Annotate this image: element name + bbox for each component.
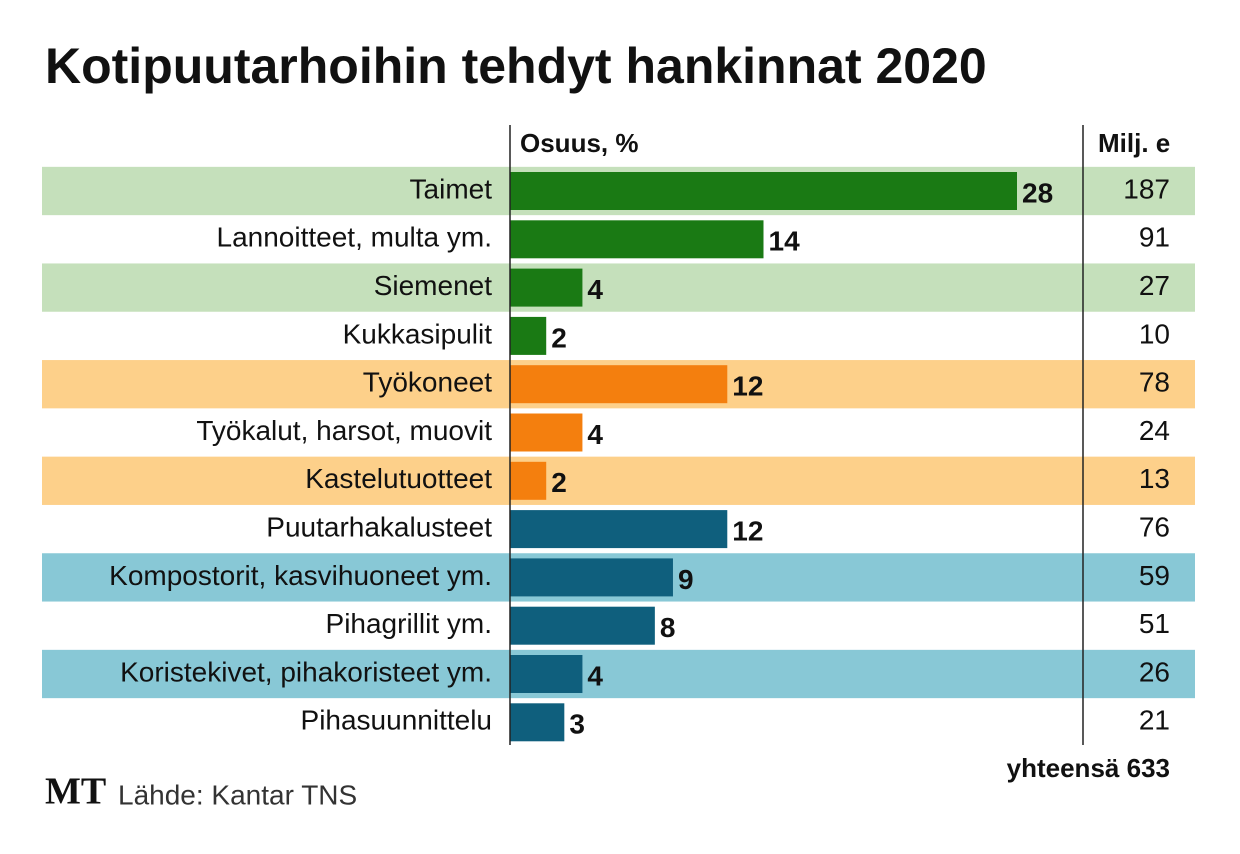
second-column-value: 76	[1139, 511, 1170, 542]
category-label: Pihagrillit ym.	[326, 608, 492, 639]
value-label: 4	[587, 419, 603, 450]
bar	[510, 268, 583, 307]
value-label: 8	[660, 612, 676, 643]
source: Lähde: Kantar TNS	[118, 779, 357, 810]
value-label: 9	[678, 564, 694, 595]
category-label: Pihasuunnittelu	[301, 705, 492, 736]
bar	[510, 655, 583, 693]
value-label: 28	[1022, 177, 1053, 208]
second-column-value: 10	[1139, 318, 1170, 349]
second-column-value: 91	[1139, 222, 1170, 253]
column-header: Milj. e	[1098, 128, 1170, 158]
category-label: Kukkasipulit	[343, 318, 493, 349]
bar	[510, 413, 583, 452]
bar	[510, 510, 728, 549]
category-label: Lannoitteet, multa ym.	[217, 222, 492, 253]
second-column-value: 13	[1139, 463, 1170, 494]
total-label: yhteensä	[1007, 753, 1120, 783]
logo: MT	[45, 771, 106, 813]
second-column-value: 187	[1123, 173, 1170, 204]
category-label: Kompostorit, kasvihuoneet ym.	[109, 560, 492, 591]
value-label: 2	[551, 322, 567, 353]
value-label: 3	[569, 709, 585, 740]
value-label: 12	[732, 515, 763, 546]
second-column-value: 59	[1139, 560, 1170, 591]
category-label: Koristekivet, pihakoristeet ym.	[120, 656, 492, 687]
second-column-value: 26	[1139, 656, 1170, 687]
bar	[510, 365, 728, 404]
bar	[510, 220, 764, 259]
category-label: Puutarhakalusteet	[266, 511, 492, 542]
bar	[510, 461, 547, 500]
value-label: 12	[732, 371, 763, 402]
row-band	[42, 263, 1195, 312]
x-axis-label: Osuus, %	[520, 128, 638, 158]
total: yhteensä 633	[1007, 753, 1170, 783]
second-column-value: 24	[1139, 415, 1170, 446]
bar	[510, 703, 565, 742]
category-label: Kastelutuotteet	[305, 463, 492, 494]
value-label: 2	[551, 467, 567, 498]
second-column-value: 21	[1139, 705, 1170, 736]
row-band	[42, 456, 1195, 505]
category-label: Työkoneet	[363, 367, 492, 398]
category-label: Siemenet	[374, 270, 493, 301]
value-label: 14	[769, 226, 801, 257]
category-label: Taimet	[410, 173, 493, 204]
row-band	[42, 649, 1195, 699]
second-column-value: 27	[1139, 270, 1170, 301]
bar	[510, 606, 655, 645]
value-label: 4	[587, 274, 603, 305]
total-value: 633	[1127, 753, 1170, 783]
value-label: 4	[587, 660, 603, 691]
second-column-value: 51	[1139, 608, 1170, 639]
second-column-value: 78	[1139, 367, 1170, 398]
bar	[510, 172, 1017, 210]
category-label: Työkalut, harsot, muovit	[196, 415, 492, 446]
chart-title: Kotipuutarhoihin tehdyt hankinnat 2020	[45, 38, 987, 94]
bar	[510, 558, 673, 597]
bar	[510, 316, 547, 355]
